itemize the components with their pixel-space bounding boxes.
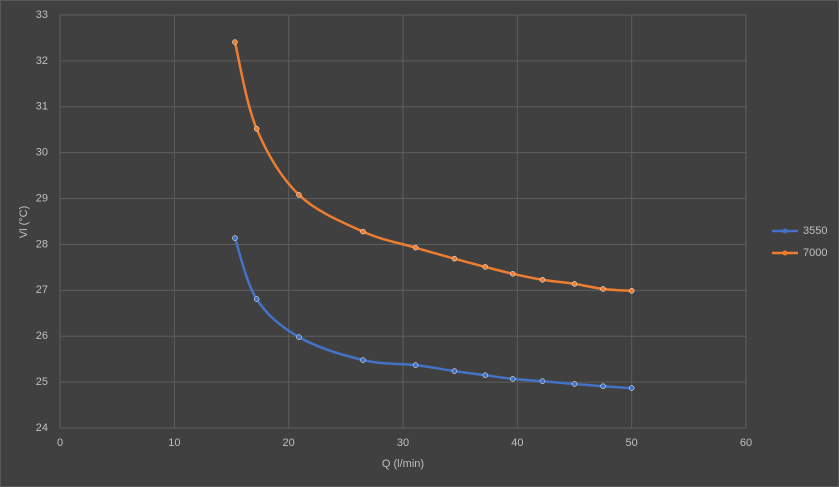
legend-label: 3550 bbox=[803, 225, 827, 237]
y-tick-label: 25 bbox=[36, 376, 48, 388]
point bbox=[451, 368, 458, 374]
y-tick-label: 24 bbox=[36, 422, 48, 434]
point bbox=[571, 281, 578, 287]
y-tick-label: 30 bbox=[36, 147, 48, 159]
point bbox=[600, 286, 606, 292]
x-tick-label: 30 bbox=[397, 437, 409, 449]
point bbox=[296, 334, 302, 340]
point bbox=[510, 376, 516, 382]
point bbox=[600, 383, 606, 389]
y-tick-label: 28 bbox=[36, 238, 48, 250]
x-axis-title: Q (l/min) bbox=[382, 458, 424, 470]
point bbox=[539, 378, 546, 384]
point bbox=[628, 288, 635, 294]
y-tick-label: 32 bbox=[36, 55, 48, 67]
legend-label: 7000 bbox=[803, 247, 827, 259]
x-tick-label: 0 bbox=[57, 437, 63, 449]
x-tick-label: 20 bbox=[283, 437, 295, 449]
point bbox=[296, 192, 302, 198]
y-tick-label: 31 bbox=[36, 101, 48, 113]
point bbox=[628, 385, 635, 391]
point bbox=[253, 126, 260, 132]
x-tick-label: 60 bbox=[740, 437, 752, 449]
y-tick-label: 29 bbox=[36, 192, 48, 204]
point bbox=[412, 362, 419, 368]
point bbox=[451, 255, 458, 262]
y-axis-title: Vl (°C) bbox=[18, 206, 30, 239]
point bbox=[571, 381, 578, 387]
y-tick-label: 33 bbox=[36, 9, 48, 21]
legend-marker bbox=[782, 228, 788, 234]
point bbox=[539, 277, 546, 283]
point bbox=[232, 39, 238, 45]
legend-marker bbox=[782, 250, 788, 256]
x-tick-label: 40 bbox=[511, 437, 523, 449]
point bbox=[482, 264, 489, 270]
point bbox=[253, 296, 260, 302]
y-tick-label: 26 bbox=[36, 330, 48, 342]
point bbox=[412, 244, 419, 251]
point bbox=[482, 372, 489, 378]
x-tick-label: 10 bbox=[168, 437, 180, 449]
y-tick-label: 27 bbox=[36, 284, 48, 296]
point bbox=[232, 235, 238, 241]
x-tick-label: 50 bbox=[626, 437, 638, 449]
point bbox=[360, 228, 366, 235]
point bbox=[360, 357, 366, 363]
point bbox=[510, 271, 516, 277]
